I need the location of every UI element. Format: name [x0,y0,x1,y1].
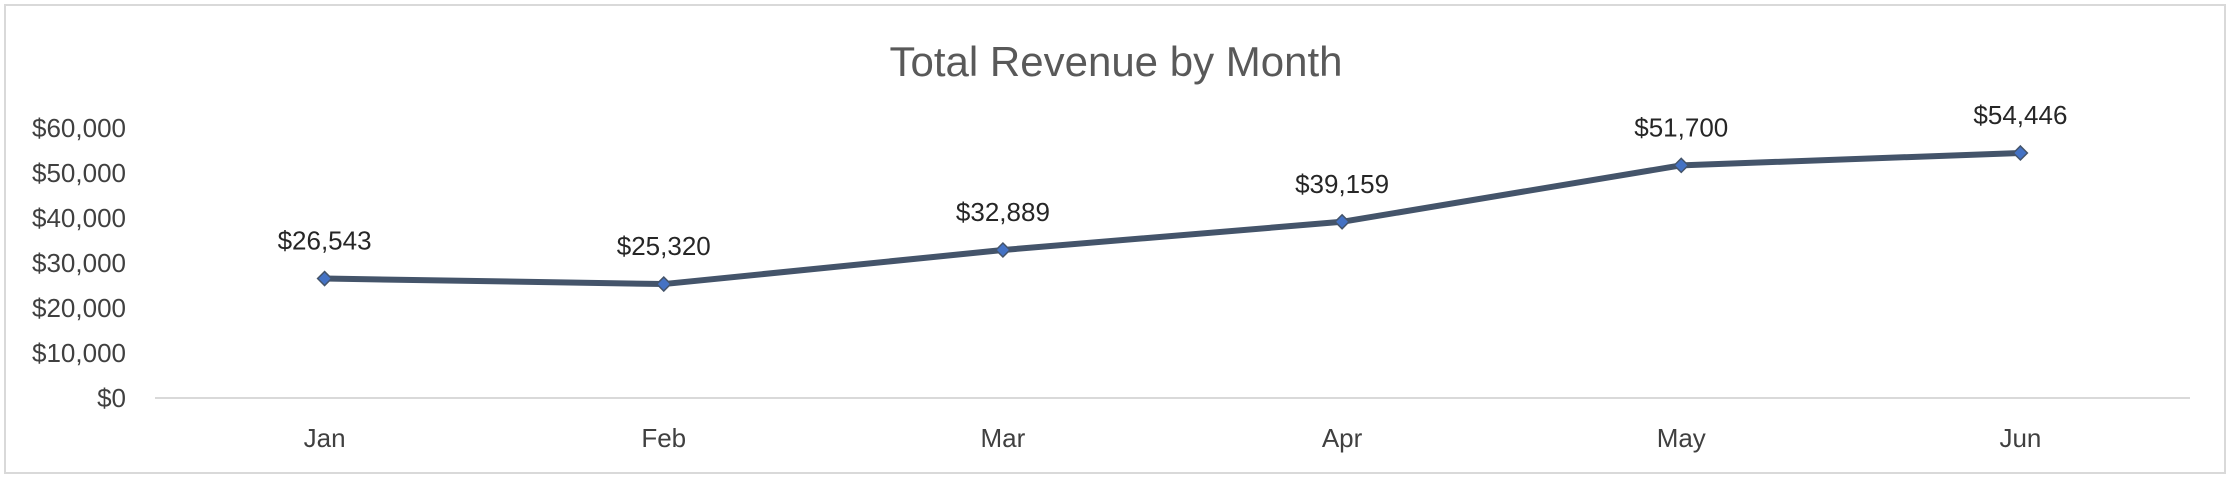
y-tick-label: $30,000 [32,248,126,278]
y-tick-label: $10,000 [32,338,126,368]
series-revenue [316,144,2029,293]
data-label: $39,159 [1295,169,1389,199]
data-point-marker [1334,213,1351,230]
data-point-marker [316,270,333,287]
data-labels: $26,543 $25,320 $32,889 $39,159 $51,700 $54,4… [278,100,2068,261]
data-point-marker [1673,157,1690,174]
x-tick-label: Jan [304,423,346,453]
data-point-marker [994,241,1011,259]
x-tick-label: Apr [1322,423,1363,453]
data-point-marker [2012,144,2029,162]
y-tick-label: $40,000 [32,203,126,233]
y-tick-label: $50,000 [32,158,126,188]
x-tick-label: Jun [1999,423,2041,453]
data-label: $32,889 [956,197,1050,227]
y-axis-tick-labels: $0 $10,000 $20,000 $30,000 $40,000 $50,000 $60… [32,113,126,413]
series-line [321,149,2024,288]
data-label: $54,446 [1973,100,2067,130]
x-tick-label: Mar [981,423,1026,453]
x-tick-label: May [1657,423,1706,453]
data-label: $25,320 [617,231,711,261]
data-label: $26,543 [278,226,372,256]
data-point-marker [655,275,672,293]
y-tick-label: $0 [97,383,126,413]
chart-title: Total Revenue by Month [890,38,1343,85]
x-tick-label: Feb [641,423,686,453]
x-axis-tick-labels: Jan Feb Mar Apr May Jun [304,423,2042,453]
y-tick-label: $20,000 [32,293,126,323]
data-label: $51,700 [1634,112,1728,142]
y-tick-label: $60,000 [32,113,126,143]
